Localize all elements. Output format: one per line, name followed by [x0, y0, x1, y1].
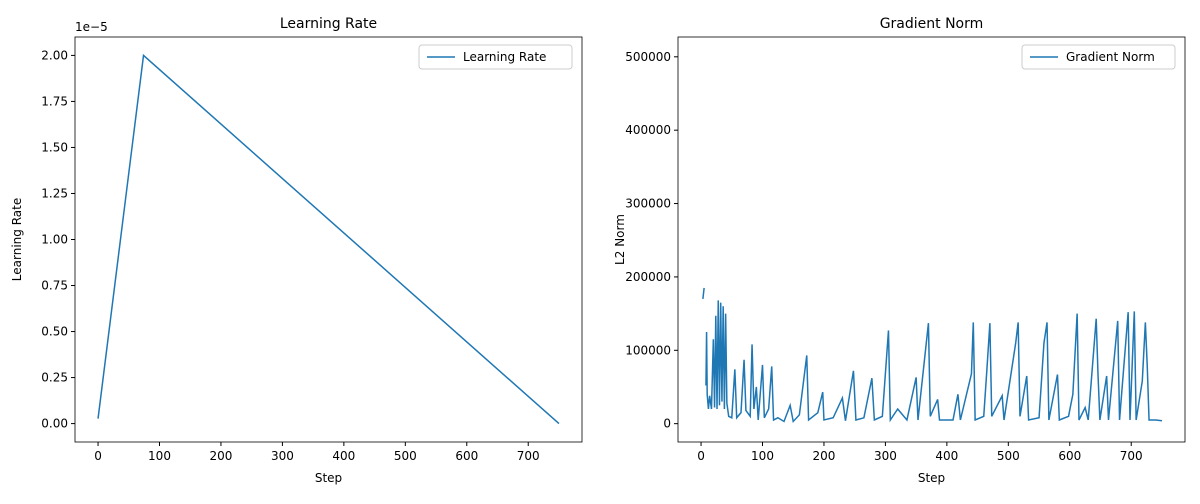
plot-frame: [677, 36, 1186, 443]
y-axis-label: L2 Norm: [613, 214, 627, 265]
x-tick-label: 300: [271, 449, 294, 463]
y-tick-label: 400000: [625, 123, 671, 137]
x-tick-label: 400: [332, 449, 355, 463]
x-tick-label: 0: [94, 449, 102, 463]
x-tick-label: 500: [997, 449, 1020, 463]
subplot-title: Gradient Norm: [880, 16, 984, 32]
x-tick-label: 300: [874, 449, 897, 463]
y-tick-label: 1.25: [41, 186, 68, 200]
x-axis-label: Step: [315, 471, 342, 485]
y-axis-label: Learning Rate: [10, 198, 24, 281]
y-tick-label: 0: [663, 417, 671, 431]
x-tick-label: 100: [751, 449, 774, 463]
y-tick-label: 100000: [625, 343, 671, 357]
x-tick-label: 500: [394, 449, 417, 463]
y-tick-label: 1.50: [41, 140, 68, 154]
y-tick-label: 0.00: [41, 417, 68, 431]
x-tick-label: 700: [517, 449, 540, 463]
x-tick-label: 700: [1120, 449, 1143, 463]
y-tick-label: 0.75: [41, 279, 68, 293]
subplot: Gradient Norm Step L2 Norm 0 100 200 300 400 500…: [613, 16, 1186, 485]
x-tick-label: 600: [455, 449, 478, 463]
x-tick-label: 600: [1058, 449, 1081, 463]
x-tick-label: 200: [210, 449, 233, 463]
data-line: [702, 287, 1163, 424]
legend-box: [1021, 44, 1176, 70]
y-tick-label: 0.25: [41, 371, 68, 385]
y-tick-label: 500000: [625, 50, 671, 64]
axis-offset-text: 1e−5: [75, 20, 108, 34]
y-tick-label: 1.75: [41, 94, 68, 108]
x-tick-label: 100: [148, 449, 171, 463]
data-line: [97, 53, 560, 425]
x-tick-label: 200: [813, 449, 836, 463]
subplot: Learning Rate Step Learning Rate 1e−5 0 100 20…: [10, 16, 583, 485]
x-axis-label: Step: [918, 471, 945, 485]
legend-label: Gradient Norm: [1066, 50, 1155, 64]
subplot-title: Learning Rate: [280, 16, 377, 32]
y-tick-label: 2.00: [41, 48, 68, 62]
plot-frame: [74, 36, 583, 443]
legend-label: Learning Rate: [463, 50, 546, 64]
y-tick-label: 300000: [625, 197, 671, 211]
x-tick-label: 0: [697, 449, 705, 463]
y-tick-label: 200000: [625, 270, 671, 284]
y-tick-label: 1.00: [41, 233, 68, 247]
y-tick-label: 0.50: [41, 325, 68, 339]
x-tick-label: 400: [935, 449, 958, 463]
legend-box: [418, 44, 573, 70]
